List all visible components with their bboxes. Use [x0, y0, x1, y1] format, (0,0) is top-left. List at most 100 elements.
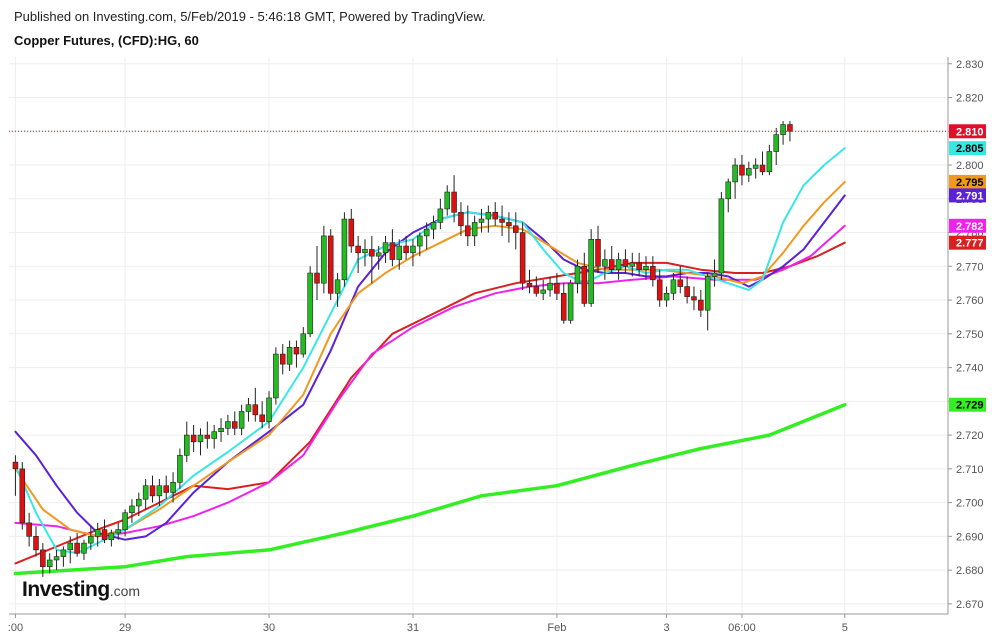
price-tag-bg	[949, 124, 986, 139]
x-tick-label: 5	[842, 622, 848, 634]
candle-body	[46, 559, 53, 568]
candle-body	[787, 124, 793, 132]
candle-body	[670, 279, 677, 294]
candle-body	[67, 542, 74, 551]
x-tick-label: Feb	[547, 622, 566, 634]
candle-body	[81, 542, 87, 554]
candle-body	[101, 529, 108, 541]
candle-body	[74, 542, 80, 554]
y-tick-label: 2.710	[956, 464, 984, 476]
candle-body	[375, 252, 382, 257]
price-tag: 2.777	[949, 235, 986, 250]
y-tick-label: 2.830	[956, 59, 984, 71]
candle-body	[711, 272, 718, 277]
candle-body	[615, 259, 622, 270]
candle-body	[608, 259, 615, 270]
candle-body	[499, 218, 505, 223]
candle-body	[643, 265, 649, 270]
candle-body	[341, 218, 348, 281]
candle-body	[403, 245, 409, 254]
candle-body	[485, 211, 492, 220]
candle-body	[211, 431, 217, 439]
candle-body	[650, 265, 656, 281]
candle-body	[369, 249, 375, 257]
candle-body	[307, 272, 313, 335]
y-tick-label: 2.770	[956, 261, 984, 273]
y-tick-label: 2.800	[956, 160, 984, 172]
investing-logo: Investing.com	[22, 578, 140, 602]
candle-body	[273, 353, 279, 399]
candle-body	[279, 353, 286, 365]
candle-body	[766, 151, 773, 173]
candle-body	[204, 434, 211, 439]
price-tag-label: 2.810	[956, 126, 984, 138]
candle-body	[526, 282, 533, 287]
candle-body	[773, 134, 779, 152]
candle-body	[752, 164, 759, 169]
candle-body	[26, 522, 32, 537]
candle-body	[492, 211, 498, 220]
candle-body	[478, 218, 485, 223]
candle-body	[725, 181, 732, 200]
candle-body	[177, 455, 183, 483]
candle-body	[677, 279, 684, 287]
candle-body	[780, 124, 786, 135]
candle-body	[218, 428, 224, 433]
y-tick-label: 2.700	[956, 498, 984, 510]
candle-body	[170, 482, 176, 493]
y-tick-label: 2.690	[956, 531, 984, 543]
candle-body	[567, 282, 574, 321]
candle-body	[163, 485, 169, 493]
candle-body	[602, 259, 608, 267]
candle-body	[348, 218, 355, 247]
candle-body	[663, 293, 670, 301]
candle-body	[732, 164, 738, 183]
price-tag: 2.782	[949, 218, 986, 233]
candle-body	[108, 532, 115, 541]
y-tick-label: 2.820	[956, 93, 984, 105]
price-tag: 2.729	[949, 397, 986, 412]
candle-body	[554, 282, 560, 294]
candle-body	[334, 279, 341, 294]
price-tag-label: 2.805	[956, 143, 984, 155]
candle-body	[190, 434, 197, 443]
price-tag: 2.810	[949, 124, 986, 139]
candle-body	[53, 556, 60, 561]
y-tick-label: 2.760	[956, 295, 984, 307]
symbol-title: Copper Futures, (CFD):HG, 60	[14, 33, 199, 48]
price-tag-label: 2.777	[956, 238, 984, 250]
price-tag-bg	[949, 235, 986, 250]
candle-body	[259, 414, 265, 422]
candle-body	[94, 529, 101, 537]
candle-body	[327, 235, 334, 294]
price-tag-label: 2.782	[956, 221, 984, 233]
x-tick-label: 06:00	[728, 622, 756, 634]
y-tick-label: 2.720	[956, 430, 984, 442]
candle-body	[60, 549, 67, 557]
candle-body	[149, 485, 156, 497]
candle-body	[136, 498, 142, 507]
candle-body	[410, 245, 416, 254]
chart-header: Published on Investing.com, 5/Feb/2019 -…	[14, 8, 486, 50]
candle-body	[88, 536, 94, 544]
y-tick-label: 2.670	[956, 599, 984, 611]
price-tag-bg	[949, 188, 986, 203]
candle-body	[396, 245, 403, 260]
candle-body	[588, 238, 594, 304]
y-tick-label: 2.680	[956, 565, 984, 577]
price-tag-bg	[949, 218, 986, 233]
candle-body	[533, 286, 540, 294]
candle-body	[581, 265, 588, 304]
price-tag: 2.805	[949, 141, 986, 156]
candle-body	[252, 404, 259, 416]
candle-body	[197, 434, 204, 443]
x-tick-label: 3	[663, 622, 669, 634]
candle-body	[595, 238, 601, 267]
price-tag-bg	[949, 397, 986, 412]
candle-body	[355, 245, 361, 254]
candle-body	[465, 225, 471, 237]
x-tick-label: :00	[8, 622, 23, 634]
price-tag-bg	[949, 141, 986, 156]
candle-body	[184, 434, 190, 456]
